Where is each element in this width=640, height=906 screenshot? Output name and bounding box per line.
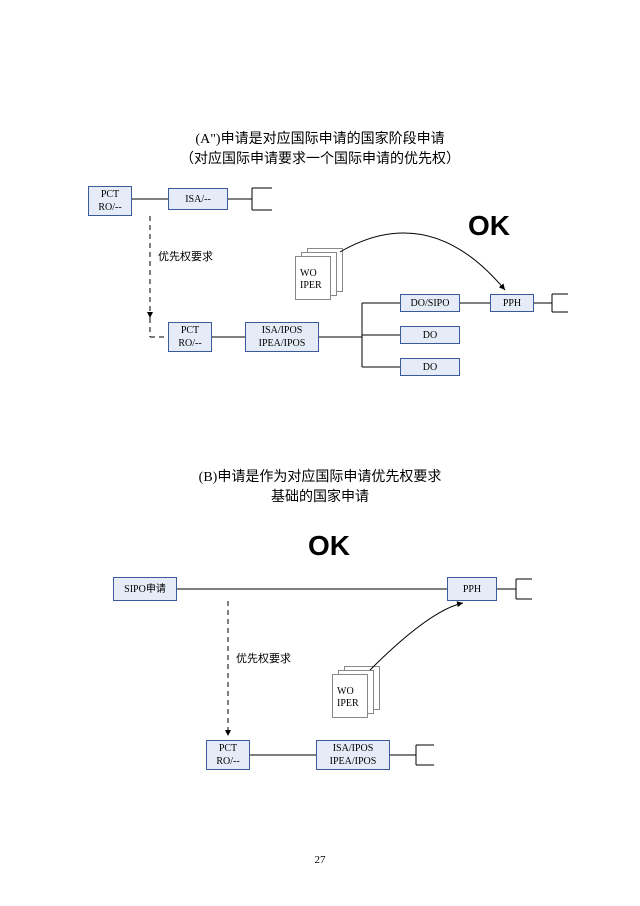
diagramA-do2: DO — [400, 326, 460, 344]
diagramB-title1: (B)申请是作为对应国际申请优先权要求 — [0, 466, 640, 486]
diagramA-priority-label: 优先权要求 — [158, 248, 213, 264]
diagramA-do3: DO — [400, 358, 460, 376]
page-number: 27 — [0, 854, 640, 866]
diagramB-priority-label: 优先权要求 — [236, 650, 291, 666]
diagramA-isa2: ISA/IPOS IPEA/IPOS — [245, 322, 319, 352]
diagramB-title2: 基础的国家申请 — [0, 486, 640, 506]
diagramB-ok: OK — [308, 530, 350, 562]
diagramB-sipo: SIPO申请 — [113, 577, 177, 601]
diagramA-doc-label: WO IPER — [300, 268, 322, 292]
diagramA-pct2: PCT RO/-- — [168, 322, 212, 352]
diagramA-pct1: PCT RO/-- — [88, 186, 132, 216]
diagramA-pph: PPH — [490, 294, 534, 312]
diagramB-isa: ISA/IPOS IPEA/IPOS — [316, 740, 390, 770]
diagramB-pph: PPH — [447, 577, 497, 601]
page: (A")申请是对应国际申请的国家阶段申请 （对应国际申请要求一个国际申请的优先权… — [0, 0, 640, 906]
diagramA-ok: OK — [468, 210, 510, 242]
diagramB-pct: PCT RO/-- — [206, 740, 250, 770]
diagramA-title2: （对应国际申请要求一个国际申请的优先权） — [0, 148, 640, 168]
diagramB-doc-label: WO IPER — [337, 686, 359, 710]
diagramA-isa1: ISA/-- — [168, 188, 228, 210]
diagramA-do1: DO/SIPO — [400, 294, 460, 312]
diagramA-title1: (A")申请是对应国际申请的国家阶段申请 — [0, 128, 640, 148]
